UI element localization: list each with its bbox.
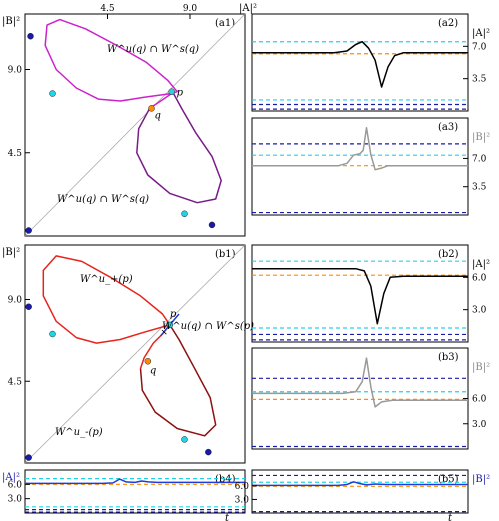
x-axis-label: t bbox=[448, 513, 453, 521]
y-tick-label: 3.0 bbox=[472, 306, 487, 316]
time-series-curve bbox=[252, 481, 468, 487]
panel-frame bbox=[251, 244, 469, 343]
y-axis-label: |B|² bbox=[2, 16, 20, 27]
time-series-curve bbox=[252, 267, 468, 325]
panel-b2: (b2) 6.0 3.0 |A|² bbox=[251, 244, 490, 343]
panel-frame bbox=[24, 13, 246, 237]
panel-tag: (b2) bbox=[438, 249, 459, 260]
panel-frame bbox=[24, 244, 246, 464]
panel-b3: (b3) 6.0 3.0 |B|² bbox=[251, 347, 490, 450]
diagonal-line bbox=[24, 244, 246, 464]
y-axis-label: |B|² bbox=[472, 474, 490, 485]
equilibrium-point bbox=[49, 330, 56, 338]
y-tick-label: 3.0 bbox=[235, 495, 250, 505]
y-tick-label: 6.0 bbox=[472, 395, 487, 405]
equilibrium-point bbox=[25, 303, 32, 311]
panel-frame bbox=[251, 13, 469, 112]
panel-tag: (a3) bbox=[438, 122, 458, 133]
point-label-q: q bbox=[150, 365, 156, 376]
panel-a2: (a2) 7.0 3.5 |A|² bbox=[251, 13, 490, 112]
y-axis-label: |B|² bbox=[472, 132, 490, 143]
panel-a1: (a1) 9.0 4.5 4.5 9.0 |B|² |A|² W^u(q) ∩ W^s(q) W… bbox=[2, 3, 257, 237]
y-tick-label: 9.0 bbox=[8, 66, 23, 76]
time-series-curve bbox=[252, 40, 468, 88]
annotation-arrow bbox=[161, 329, 167, 335]
panel-tag: (b4) bbox=[215, 474, 236, 485]
y-axis-label: |A|² bbox=[2, 472, 20, 483]
manifold-label-top: W^u(q) ∩ W^s(q) bbox=[107, 44, 199, 55]
x-axis-label: |A|² bbox=[239, 3, 257, 14]
equilibrium-point bbox=[166, 321, 174, 329]
panel-frame bbox=[24, 469, 246, 514]
manifold-curve bbox=[42, 255, 171, 369]
equilibrium-point bbox=[148, 105, 155, 112]
y-tick-label: 4.5 bbox=[8, 377, 23, 387]
panel-frame bbox=[251, 347, 469, 450]
manifold-label-bottom: W^u(q) ∩ W^s(q) bbox=[57, 194, 149, 205]
manifold-curve bbox=[44, 18, 178, 109]
y-tick-label: 6.0 bbox=[8, 480, 23, 490]
panel-frame bbox=[251, 469, 469, 514]
time-series-curve bbox=[252, 126, 468, 171]
panel-tag: (b3) bbox=[438, 352, 459, 363]
y-tick-label: 4.5 bbox=[8, 149, 23, 159]
y-tick-label: 6.0 bbox=[472, 273, 487, 283]
panel-frame bbox=[251, 117, 469, 216]
x-tick-label: 4.5 bbox=[100, 4, 115, 14]
panel-b1: (b1) 9.0 4.5 |B|² W^u_+(p) W^u_-(p) p q W^u(q) ∩… bbox=[2, 244, 254, 464]
y-tick-label: 7.0 bbox=[472, 42, 487, 52]
x-tick-label: 9.0 bbox=[183, 4, 198, 14]
y-tick-label: 6.0 bbox=[235, 482, 250, 492]
manifold-label-wplus: W^u_+(p) bbox=[80, 274, 133, 285]
equilibrium-point bbox=[144, 358, 152, 365]
y-axis-label: |A|² bbox=[472, 28, 490, 39]
y-tick-label: 3.5 bbox=[472, 183, 487, 193]
panel-a3: (a3) 7.0 3.5 |B|² bbox=[251, 117, 490, 216]
equilibrium-point bbox=[25, 227, 32, 234]
equilibrium-point bbox=[181, 210, 188, 218]
equilibrium-point bbox=[208, 221, 216, 229]
manifold-curve bbox=[139, 324, 217, 437]
equilibrium-point bbox=[27, 32, 34, 40]
y-tick-label: 3.0 bbox=[8, 495, 23, 505]
y-tick-label: 3.5 bbox=[472, 75, 487, 85]
panel-tag: (b1) bbox=[215, 249, 236, 260]
point-label-p: p bbox=[177, 88, 184, 99]
point-label-q: q bbox=[155, 110, 161, 121]
y-tick-label: 3.0 bbox=[472, 420, 487, 430]
time-series-curve bbox=[25, 478, 245, 485]
panel-tag: (b5) bbox=[438, 474, 459, 485]
panel-b4: (b4) 6.0 3.0 |A|² t bbox=[2, 469, 246, 521]
y-tick-label: 9.0 bbox=[8, 296, 23, 306]
y-tick-label: 7.0 bbox=[472, 154, 487, 164]
y-axis-label: |B|² bbox=[472, 362, 490, 373]
diagonal-line bbox=[24, 13, 246, 237]
y-axis-label: |B|² bbox=[2, 247, 20, 258]
panel-b5: (b5) 6.0 3.0 |B|² t bbox=[235, 469, 490, 521]
panel-tag: (a2) bbox=[438, 18, 458, 29]
manifold-label-wminus: W^u_-(p) bbox=[55, 427, 103, 438]
panel-tag: (a1) bbox=[215, 18, 235, 29]
equilibrium-point bbox=[49, 90, 56, 97]
intersection-label: W^u(q) ∩ W^s(p) bbox=[162, 321, 254, 332]
equilibrium-point bbox=[181, 436, 188, 443]
x-axis-label: t bbox=[225, 513, 230, 521]
equilibrium-point bbox=[25, 454, 32, 461]
point-label-p: p bbox=[170, 309, 177, 320]
y-axis-label: |A|² bbox=[472, 259, 490, 270]
manifold-curve bbox=[136, 93, 222, 204]
equilibrium-point bbox=[205, 448, 212, 456]
time-series-curve bbox=[252, 357, 468, 408]
equilibrium-point bbox=[168, 88, 175, 95]
